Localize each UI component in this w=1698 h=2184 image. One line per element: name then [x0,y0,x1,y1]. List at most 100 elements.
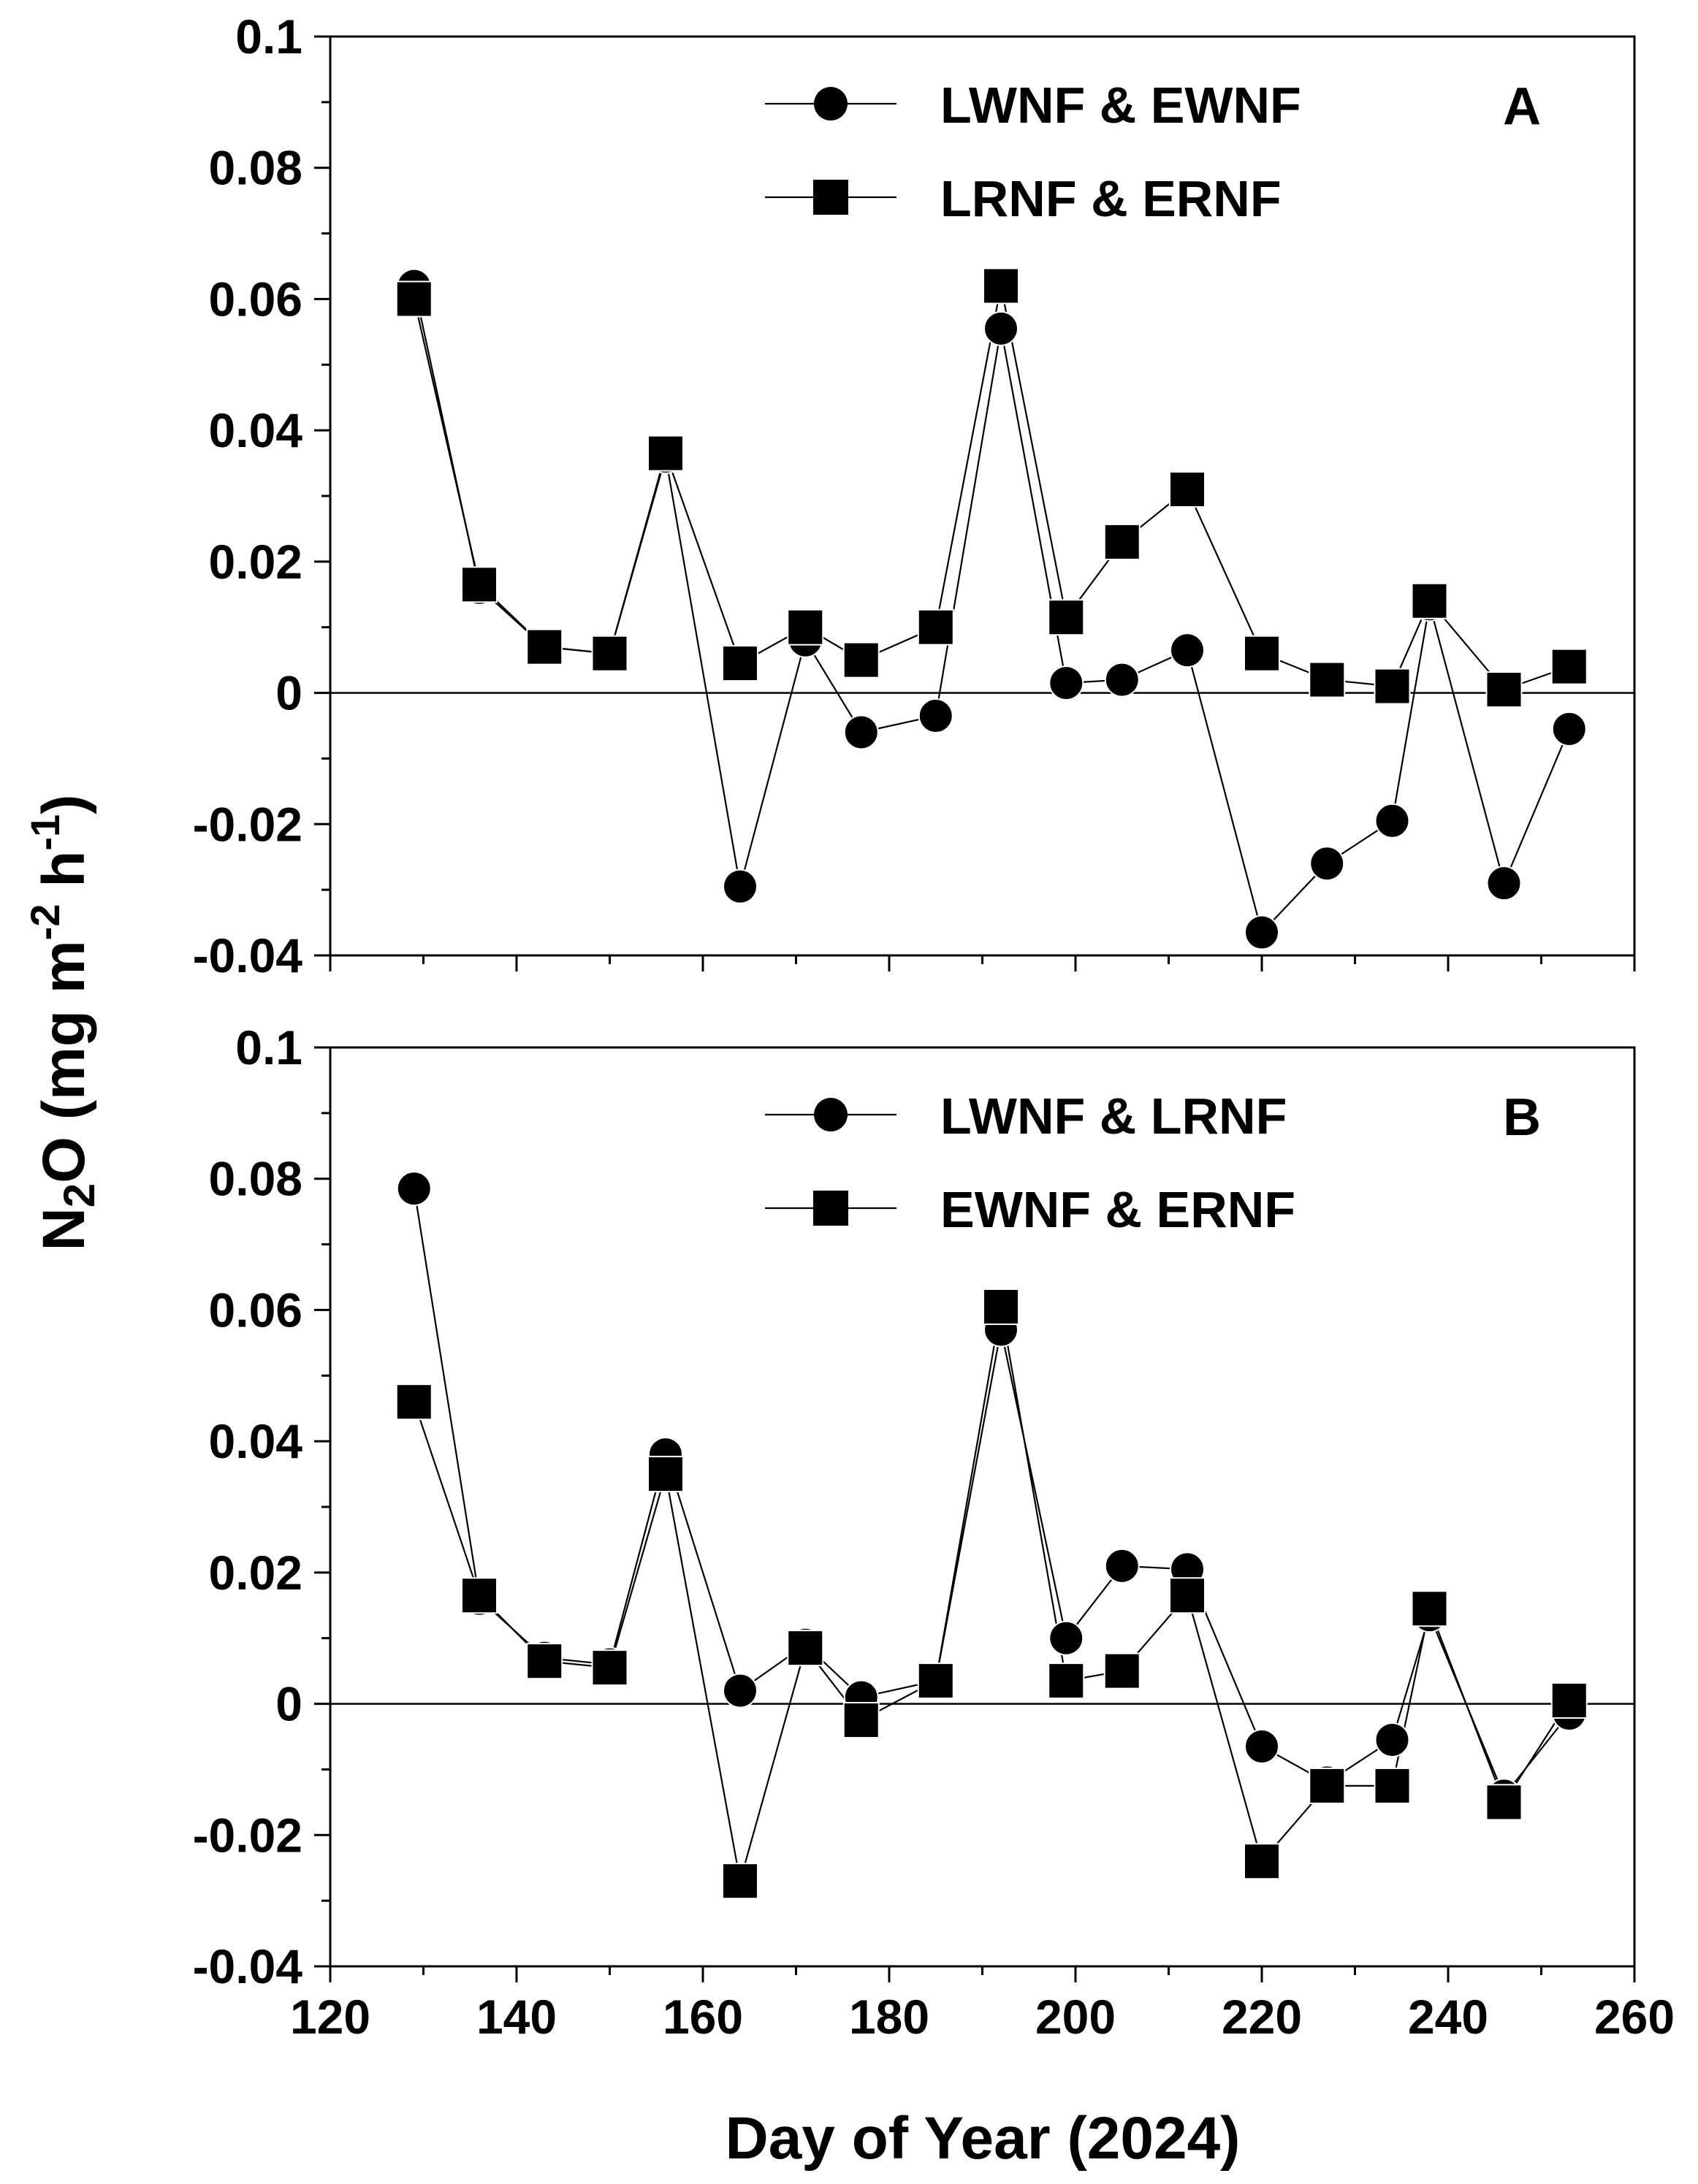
legend-label: EWNF & ERNF [940,1181,1295,1238]
data-point-circle [1244,1728,1279,1764]
legend-label: LRNF & ERNF [940,170,1282,227]
data-point-square [395,1383,433,1421]
x-tick-label: 200 [1035,1990,1116,2044]
legend-label: LWNF & LRNF [940,1088,1287,1145]
data-point-square [1169,1577,1206,1614]
data-point-square [1485,671,1523,709]
y-tick-label: 0.1 [235,1020,302,1074]
legend-marker-circle [814,1098,848,1131]
data-point-square [1309,661,1346,698]
data-point-square [1048,1662,1085,1700]
data-point-square [1309,1767,1346,1804]
data-point-square [395,280,433,318]
data-point-circle [723,868,758,904]
y-tick-label: 0.06 [209,272,302,326]
data-point-square [722,645,758,682]
data-point-square [842,1702,880,1739]
y-axis-title-exp2: -1 [22,814,68,851]
data-point-circle [1104,1548,1140,1584]
data-point-square [1550,1682,1588,1719]
y-axis-title-sub: 2 [55,1183,104,1207]
data-point-circle [1309,846,1345,882]
panel-label: B [1503,1088,1541,1147]
legend-marker-square [813,180,848,215]
legend-label: LWNF & EWNF [940,77,1301,134]
data-point-square [526,628,563,665]
data-point-square [591,635,628,672]
data-point-square [526,1643,563,1680]
data-point-square [787,608,824,646]
x-tick-label: 160 [663,1990,743,2044]
y-tick-label: 0.04 [209,403,303,457]
y-tick-label: 0.08 [209,1152,302,1206]
data-point-square [647,1456,684,1493]
data-point-square [1103,1652,1141,1689]
y-tick-label: 0.04 [209,1414,303,1468]
y-tick-label: 0.08 [209,141,302,195]
data-point-square [917,608,954,646]
data-point-square [1244,635,1280,672]
data-point-square [842,641,880,679]
data-point-square [1244,1843,1280,1880]
data-point-circle [1170,633,1205,668]
y-tick-label: -0.04 [193,1939,303,1993]
y-tick-label: 0.02 [209,1546,302,1600]
data-point-square [1550,648,1588,685]
data-point-square [722,1863,758,1900]
data-point-square [461,566,498,603]
x-tick-label: 240 [1408,1990,1488,2044]
y-tick-label: 0 [275,1677,302,1731]
data-point-circle [1048,1620,1084,1656]
data-point-circle [983,310,1019,346]
y-axis-title-exp1: -2 [22,904,68,941]
data-point-square [983,1288,1019,1325]
y-tick-label: 0 [275,666,302,720]
data-point-square [1103,523,1141,560]
y-tick-label: -0.04 [193,928,303,982]
data-point-square [591,1649,628,1687]
data-point-circle [843,714,879,750]
panel-a: 0.1 0.08 0.06 0.04 0.02 0 -0.02 -0.04 LWNF & EWN… [193,9,1636,982]
data-point-circle [1486,866,1522,901]
data-point-circle [1374,803,1410,839]
data-point-circle [723,1673,758,1708]
data-point-square [1048,599,1085,636]
data-point-circle [1374,1722,1410,1757]
x-tick-label: 140 [476,1990,557,2044]
x-axis-title: Day of Year (2024) [725,2105,1240,2172]
data-point-circle [1551,711,1587,747]
x-tick-label: 260 [1594,1990,1675,2044]
data-point-circle [1244,915,1279,950]
y-axis-title-close: ) [31,795,97,814]
legend-marker-circle [814,87,848,121]
data-point-square [1374,1767,1411,1804]
y-axis-title-n: N [31,1207,97,1251]
x-tick-label: 120 [290,1990,370,2044]
data-point-circle [1048,665,1084,701]
data-point-square [461,1577,498,1614]
data-point-square [1411,1590,1448,1627]
data-point-circle [918,698,953,734]
data-point-square [1374,668,1411,705]
x-tick-label: 220 [1222,1990,1302,2044]
legend-marker-square [813,1191,848,1226]
data-point-square [647,435,684,472]
y-axis-title-unit: O (mg m [31,940,97,1183]
data-point-square [917,1662,954,1700]
y-tick-label: -0.02 [193,797,302,851]
y-axis-title: N2O (mg m-2 h-1) [22,795,104,1251]
data-point-circle [396,1171,432,1207]
data-point-square [1411,582,1448,619]
y-tick-label: 0.02 [209,535,302,589]
x-tick-label: 180 [849,1990,929,2044]
data-point-circle [1104,662,1140,698]
y-axis-title-h: h [31,851,97,904]
data-point-square [983,267,1019,305]
data-point-square [787,1630,824,1667]
data-point-square [1485,1784,1523,1821]
y-tick-label: 0.06 [209,1283,302,1337]
panel-label: A [1503,77,1541,136]
